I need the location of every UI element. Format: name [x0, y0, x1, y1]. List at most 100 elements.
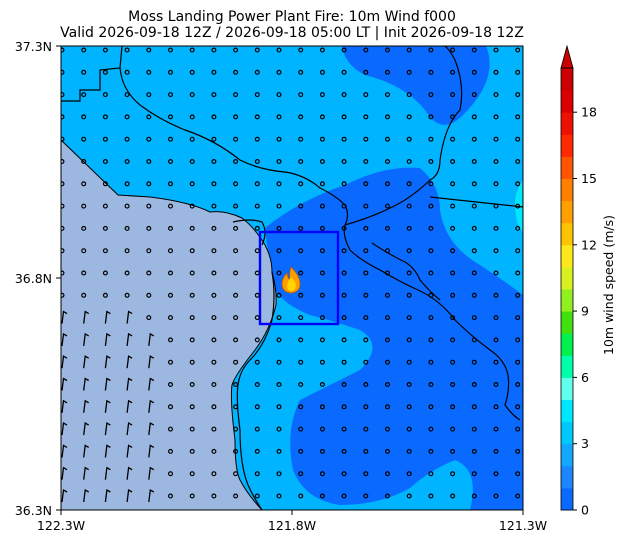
calm-wind-circle	[211, 448, 217, 454]
calm-wind-circle	[363, 426, 369, 432]
calm-wind-circle	[298, 92, 304, 98]
calm-wind-circle	[341, 337, 347, 343]
calm-wind-circle	[211, 114, 217, 120]
calm-wind-circle	[385, 404, 391, 410]
calm-wind-circle	[341, 248, 347, 254]
calm-wind-circle	[515, 270, 521, 276]
calm-wind-circle	[515, 337, 521, 343]
calm-wind-circle	[319, 159, 325, 165]
calm-wind-circle	[341, 270, 347, 276]
calm-wind-circle	[233, 382, 239, 388]
map-plot-area	[61, 46, 523, 510]
colorbar-segment	[561, 355, 573, 378]
calm-wind-circle	[450, 270, 456, 276]
calm-wind-circle	[189, 248, 195, 254]
calm-wind-circle	[363, 315, 369, 321]
calm-wind-circle	[146, 315, 152, 321]
wind-barb	[104, 422, 111, 436]
calm-wind-circle	[471, 426, 477, 432]
calm-wind-circle	[233, 114, 239, 120]
calm-wind-circle	[385, 292, 391, 298]
calm-wind-circle	[168, 203, 174, 209]
calm-wind-circle	[211, 337, 217, 343]
calm-wind-circle	[211, 225, 217, 231]
calm-wind-circle	[189, 114, 195, 120]
colorbar-segment	[561, 443, 573, 467]
calm-wind-circle	[319, 493, 325, 499]
lat-tick-37-3: 37.3N	[15, 39, 52, 54]
calm-wind-circle	[298, 181, 304, 187]
calm-wind-circle	[341, 471, 347, 477]
calm-wind-circle	[515, 159, 521, 165]
calm-wind-circle	[363, 136, 369, 142]
calm-wind-circle	[61, 181, 65, 187]
calm-wind-circle	[168, 493, 174, 499]
calm-wind-circle	[189, 359, 195, 365]
wind-barb	[148, 332, 155, 346]
calm-wind-circle	[298, 114, 304, 120]
calm-wind-circle	[276, 114, 282, 120]
calm-wind-circle	[189, 181, 195, 187]
calm-wind-circle	[254, 114, 260, 120]
calm-wind-circle	[493, 203, 499, 209]
wind-barb	[83, 310, 90, 324]
wind-barb	[126, 444, 133, 458]
calm-wind-circle	[493, 114, 499, 120]
wind-barb	[148, 444, 155, 458]
calm-wind-circle	[211, 426, 217, 432]
calm-wind-circle	[276, 404, 282, 410]
colorbar-segment	[561, 465, 573, 489]
calm-wind-circle	[450, 448, 456, 454]
calm-wind-circle	[515, 493, 521, 499]
colorbar-segment	[561, 266, 573, 290]
calm-wind-circle	[385, 181, 391, 187]
calm-wind-circle	[450, 69, 456, 75]
calm-wind-circle	[168, 114, 174, 120]
calm-wind-circle	[385, 69, 391, 75]
calm-wind-circle	[471, 493, 477, 499]
lat-tick-36-3: 36.3N	[15, 503, 52, 518]
calm-wind-circle	[254, 404, 260, 410]
calm-wind-circle	[515, 404, 521, 410]
calm-wind-circle	[124, 69, 130, 75]
colorbar-segment	[561, 222, 573, 246]
calm-wind-circle	[515, 69, 521, 75]
map-title-line2: Valid 2026-09-18 12Z / 2026-09-18 05:00 …	[60, 25, 524, 41]
calm-wind-circle	[406, 337, 412, 343]
calm-wind-circle	[428, 159, 434, 165]
colorbar-label: 10m wind speed (m/s)	[601, 215, 616, 355]
calm-wind-circle	[428, 382, 434, 388]
calm-wind-circle	[493, 292, 499, 298]
colorbar-extend-arrow	[560, 44, 574, 69]
calm-wind-circle	[493, 382, 499, 388]
calm-wind-circle	[515, 292, 521, 298]
calm-wind-circle	[341, 448, 347, 454]
calm-wind-circle	[515, 136, 521, 142]
calm-wind-circle	[471, 69, 477, 75]
lat-tick-36-8: 36.8N	[15, 271, 52, 286]
calm-wind-circle	[319, 114, 325, 120]
calm-wind-circle	[363, 359, 369, 365]
wind-barb	[148, 377, 155, 391]
calm-wind-circle	[124, 225, 130, 231]
wind-barb	[126, 310, 133, 324]
calm-wind-circle	[102, 225, 108, 231]
calm-wind-circle	[124, 292, 130, 298]
calm-wind-circle	[450, 292, 456, 298]
calm-wind-circle	[341, 359, 347, 365]
calm-wind-circle	[168, 159, 174, 165]
calm-wind-circle	[254, 359, 260, 365]
calm-wind-circle	[254, 270, 260, 276]
colorbar-segment	[561, 487, 573, 511]
calm-wind-circle	[276, 69, 282, 75]
calm-wind-circle	[363, 448, 369, 454]
calm-wind-circle	[385, 248, 391, 254]
calm-wind-circle	[298, 493, 304, 499]
wind-barb	[104, 332, 111, 346]
colorbar-segment	[561, 244, 573, 268]
calm-wind-circle	[189, 337, 195, 343]
calm-wind-circle	[515, 203, 521, 209]
calm-wind-circle	[406, 114, 412, 120]
calm-wind-circle	[341, 159, 347, 165]
calm-wind-circle	[406, 181, 412, 187]
